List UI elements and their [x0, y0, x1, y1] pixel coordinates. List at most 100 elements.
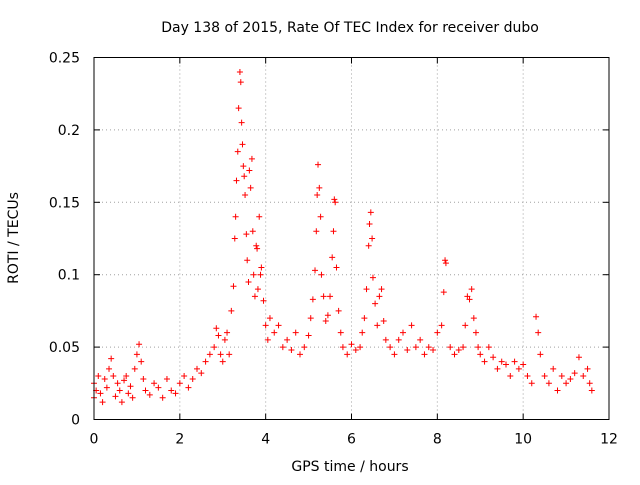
data-point: [224, 329, 231, 336]
data-point: [240, 163, 247, 170]
data-point: [239, 141, 246, 148]
data-point: [511, 358, 518, 365]
x-tick-label: 2: [175, 432, 184, 448]
data-point: [408, 322, 415, 329]
x-tick-label: 0: [90, 432, 99, 448]
data-point: [275, 322, 282, 329]
data-point: [387, 344, 394, 351]
data-point: [485, 344, 492, 351]
data-point: [468, 286, 475, 293]
data-point: [127, 383, 134, 390]
data-point: [537, 351, 544, 358]
data-point: [198, 370, 205, 377]
y-tick-label: 0: [71, 413, 80, 429]
data-point: [129, 394, 136, 401]
data-point: [114, 380, 121, 387]
data-marks: [91, 68, 595, 406]
data-point: [206, 351, 213, 358]
data-point: [247, 184, 254, 191]
x-tick-label: 12: [600, 432, 618, 448]
data-point: [462, 322, 469, 329]
data-point: [238, 119, 245, 126]
data-point: [515, 365, 522, 372]
data-point: [363, 286, 370, 293]
data-point: [284, 336, 291, 343]
data-point: [313, 228, 320, 235]
data-point: [230, 283, 237, 290]
data-point: [318, 271, 325, 278]
data-point: [248, 155, 255, 162]
data-point: [189, 375, 196, 382]
data-point: [524, 373, 531, 380]
data-point: [241, 173, 248, 180]
data-point: [232, 213, 239, 220]
data-point: [159, 394, 166, 401]
data-point: [271, 329, 278, 336]
data-point: [246, 167, 253, 174]
data-point: [498, 358, 505, 365]
y-tick-label: 0.2: [58, 123, 80, 139]
data-point: [213, 325, 220, 332]
data-point: [357, 344, 364, 351]
data-point: [575, 354, 582, 361]
data-point: [236, 68, 243, 75]
data-point: [301, 344, 308, 351]
x-tick-label: 6: [347, 432, 356, 448]
data-point: [264, 336, 271, 343]
data-point: [327, 293, 334, 300]
data-point: [253, 242, 260, 249]
data-point: [438, 322, 445, 329]
data-point: [279, 344, 286, 351]
y-tick-label: 0.05: [49, 340, 80, 356]
data-point: [258, 264, 265, 271]
grid: [94, 57, 609, 420]
data-point: [359, 329, 366, 336]
data-point: [315, 161, 322, 168]
data-point: [447, 344, 454, 351]
data-point: [231, 235, 238, 242]
axis-ticks: [93, 57, 610, 420]
x-axis-label: GPS time / hours: [291, 459, 408, 475]
data-point: [256, 213, 263, 220]
data-point: [136, 341, 143, 348]
data-point: [112, 393, 119, 400]
data-point: [266, 315, 273, 322]
data-point: [376, 293, 383, 300]
data-point: [140, 375, 147, 382]
data-point: [97, 390, 104, 397]
data-point: [185, 384, 192, 391]
data-point: [226, 351, 233, 358]
data-point: [245, 278, 252, 285]
data-point: [558, 373, 565, 380]
data-point: [571, 370, 578, 377]
data-point: [297, 351, 303, 358]
data-point: [460, 344, 467, 351]
data-point: [211, 344, 218, 351]
data-point: [262, 322, 269, 329]
data-point: [374, 322, 381, 329]
data-point: [528, 380, 535, 387]
chart-title: Day 138 of 2015, Rate Of TEC Index for r…: [161, 20, 539, 36]
data-point: [215, 332, 222, 339]
data-point: [243, 231, 250, 238]
data-point: [309, 296, 316, 303]
data-point: [475, 344, 482, 351]
data-point: [317, 213, 324, 220]
data-point: [417, 336, 424, 343]
data-point: [378, 286, 385, 293]
data-point: [168, 387, 175, 394]
data-point: [146, 391, 153, 398]
data-point: [451, 351, 458, 358]
data-point: [369, 235, 376, 242]
data-point: [412, 344, 419, 351]
data-point: [352, 346, 359, 353]
data-point: [533, 313, 540, 320]
data-point: [535, 329, 542, 336]
data-point: [586, 380, 593, 387]
y-tick-label: 0.25: [49, 51, 80, 67]
data-point: [382, 336, 389, 343]
data-point: [121, 377, 128, 384]
data-point: [234, 148, 241, 155]
data-point: [554, 387, 561, 394]
